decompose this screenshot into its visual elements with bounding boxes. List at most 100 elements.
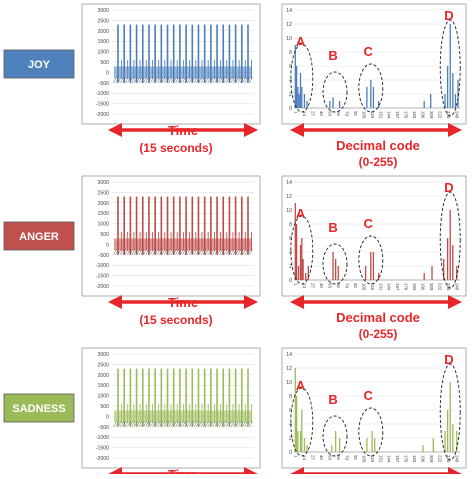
time-xtick (154, 421, 159, 427)
time-xtick (207, 249, 212, 255)
hist-ytick-label: 0 (289, 106, 292, 112)
time-xtick (168, 421, 173, 427)
hist-ytick-label: 2 (289, 264, 292, 270)
time-xtick (166, 77, 170, 83)
code-arrow-right-head (448, 295, 462, 309)
time-xtick (203, 249, 207, 255)
time-xtick (124, 77, 129, 83)
time-xtick (159, 421, 163, 427)
time-ytick-label: 1500 (97, 39, 109, 45)
hist-xtick-label: 105 (361, 455, 366, 463)
hist-ytick-label: 2 (289, 92, 292, 98)
time-xtick (115, 249, 120, 255)
time-xtick (205, 77, 209, 83)
time-ytick-label: 1000 (97, 222, 109, 228)
time-xtick (198, 77, 203, 83)
hist-xtick-label: 157 (395, 455, 400, 463)
hist-ytick-label: 8 (289, 50, 292, 56)
time-xtick (120, 77, 124, 83)
time-xtick (217, 77, 221, 83)
hist-xtick-label: 196 (421, 455, 426, 463)
time-xtick (237, 77, 242, 83)
time-xtick (152, 77, 156, 83)
hist-xtick-label: 222 (438, 283, 443, 291)
time-xtick (246, 249, 251, 255)
hist-xtick-label: 1 (294, 111, 299, 114)
time-xtick (249, 249, 253, 255)
time-xtick (143, 77, 147, 83)
time-xtick (240, 421, 244, 427)
time-xtick (191, 421, 196, 427)
region-ellipse (439, 363, 461, 461)
time-xtick (184, 249, 189, 255)
hist-xtick-label: 144 (387, 111, 392, 119)
time-xtick (127, 421, 131, 427)
time-xtick (196, 249, 200, 255)
hist-xtick-label: 14 (302, 455, 307, 460)
time-xtick (173, 421, 177, 427)
hist-xtick-label: 118 (370, 283, 375, 291)
time-xtick (145, 249, 149, 255)
time-xtick (187, 249, 191, 255)
time-xtick (134, 249, 138, 255)
hist-xtick-label: 14 (302, 283, 307, 288)
time-xtick (246, 77, 251, 83)
time-xtick (237, 421, 242, 427)
hist-xtick-label: 53 (328, 283, 333, 288)
time-xtick (223, 421, 228, 427)
hist-xtick-label: 170 (404, 455, 409, 463)
time-xtick (168, 249, 173, 255)
time-ytick-label: 0 (106, 414, 109, 420)
hist-xtick-label: 79 (344, 111, 349, 116)
time-xtick (129, 249, 133, 255)
time-ytick-label: -1000 (96, 435, 109, 441)
time-xtick (212, 77, 216, 83)
time-ytick-label: 500 (100, 60, 109, 66)
time-xtick (177, 421, 182, 427)
hist-xtick-label: 105 (361, 111, 366, 119)
time-xtick (242, 421, 246, 427)
time-ytick-label: 3000 (97, 352, 109, 358)
time-xtick (150, 77, 154, 83)
time-xtick (154, 77, 159, 83)
time-xtick (214, 249, 219, 255)
hist-xtick-label: 248 (454, 283, 459, 291)
time-xtick (200, 249, 205, 255)
time-xtick (150, 421, 154, 427)
hist-xtick-label: 144 (387, 455, 392, 463)
time-label: Time (168, 123, 198, 138)
hist-ytick-label: 0 (289, 450, 292, 456)
time-xtick (189, 421, 193, 427)
time-xtick (134, 421, 138, 427)
time-xtick (233, 249, 237, 255)
time-xtick (212, 421, 216, 427)
time-xtick (129, 421, 133, 427)
region-callout: A (296, 378, 306, 393)
code-sub-label: (0-255) (359, 155, 398, 169)
time-xtick (140, 77, 145, 83)
hist-xtick-label: 105 (361, 283, 366, 291)
time-xtick (226, 249, 230, 255)
hist-xtick-label: 170 (404, 111, 409, 119)
time-xtick (205, 249, 209, 255)
time-xtick (143, 421, 147, 427)
region-callout: C (364, 216, 374, 231)
time-ytick-label: -500 (99, 253, 109, 259)
time-xtick (223, 249, 228, 255)
time-xtick (163, 421, 168, 427)
time-xtick (136, 77, 140, 83)
hist-xtick-label: 131 (378, 111, 383, 119)
region-callout: B (328, 220, 337, 235)
hist-xtick-label: 92 (353, 283, 358, 288)
hist-xtick-label: 1 (294, 283, 299, 286)
time-xtick (161, 249, 166, 255)
time-xtick (157, 77, 161, 83)
hist-xtick-label: 66 (336, 283, 341, 288)
region-callout: D (444, 8, 453, 23)
time-xtick (147, 421, 152, 427)
time-xtick (124, 421, 129, 427)
region-callout: C (364, 388, 374, 403)
hist-xtick-label: 40 (319, 111, 324, 116)
time-xtick (228, 249, 232, 255)
hist-xtick-label: 209 (429, 283, 434, 291)
